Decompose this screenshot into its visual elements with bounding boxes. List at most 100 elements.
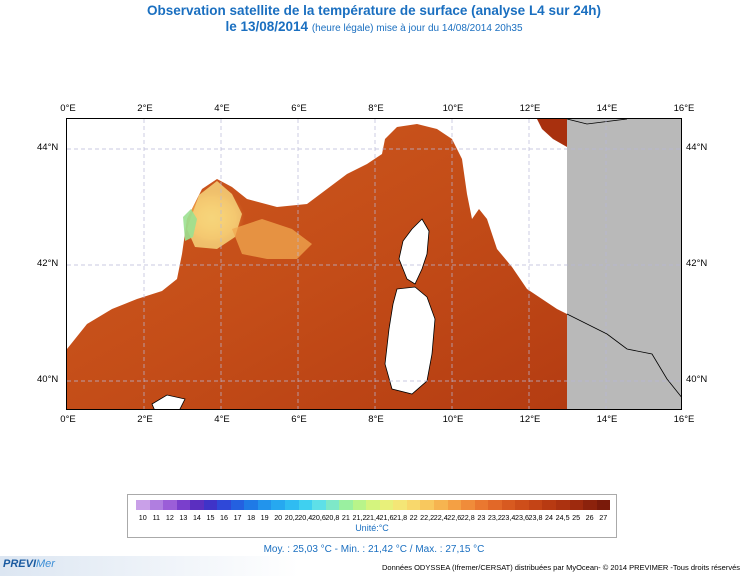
longitude-label: 8°E: [368, 103, 384, 114]
colorbar-swatch: [434, 500, 448, 510]
observation-date: le 13/08/2014: [225, 19, 309, 34]
credits-text: Données ODYSSEA (Ifremer/CERSAT) distrib…: [381, 563, 740, 572]
colorbar-swatch: [312, 500, 326, 510]
longitude-label: 12°E: [519, 414, 541, 425]
colorbar-swatch: [420, 500, 435, 510]
latitude-label: 44°N: [37, 142, 59, 153]
colorbar-swatch: [190, 500, 204, 510]
colorbar-tick-label: 22,4: [433, 513, 448, 522]
corsica-island: [398, 218, 430, 285]
colorbar-swatch: [203, 500, 218, 510]
colorbar-swatch: [528, 500, 543, 510]
colorbar-tick-label: 13: [179, 513, 188, 522]
footer-band: [0, 556, 748, 576]
colorbar-swatch: [447, 500, 462, 510]
colorbar-swatch: [366, 500, 380, 510]
colorbar-tick-label: 25: [572, 513, 581, 522]
longitude-label: 2°E: [137, 103, 153, 114]
colorbar-tick-label: 20,2: [284, 513, 299, 522]
colorbar-swatch: [149, 500, 164, 510]
longitude-label: 4°E: [214, 414, 230, 425]
colorbar-tick-label: 20,4: [298, 513, 313, 522]
colorbar-tick-label: 16: [220, 513, 229, 522]
longitude-label: 8°E: [368, 414, 384, 425]
sea-surface: [67, 124, 567, 409]
latitude-label: 42°N: [37, 258, 59, 269]
colorbar-tick-label: 22,8: [460, 513, 475, 522]
colorbar-swatch: [298, 500, 313, 510]
colorbar: [136, 500, 611, 510]
colorbar-swatch: [352, 500, 367, 510]
map-title: Observation satellite de la température …: [147, 3, 601, 18]
colorbar-tick-label: 21,2: [352, 513, 367, 522]
colorbar-swatch: [393, 500, 407, 510]
map-subtitle: le 13/08/2014 (heure légale) mise à jour…: [0, 19, 748, 34]
longitude-label: 6°E: [291, 414, 307, 425]
longitude-label: 16°E: [673, 103, 695, 114]
logo-suffix: Mer: [36, 558, 55, 570]
longitude-label: 2°E: [137, 414, 153, 425]
no-data-region: [567, 119, 681, 409]
colorbar-tick-label: 11: [152, 513, 161, 522]
colorbar-swatch: [555, 500, 570, 510]
colorbar-swatch: [379, 500, 394, 510]
temperature-legend: 10 11 12 13 14 15 16 17 18 19 20 20,2 20,4 20,6 20,8 21…: [127, 494, 617, 538]
colorbar-tick-label: 23,8: [528, 513, 543, 522]
update-info: (heure légale) mise à jour du 14/08/2014…: [311, 23, 523, 34]
longitude-label: 4°E: [214, 103, 230, 114]
sardinia-island: [384, 286, 436, 395]
colorbar-swatch: [257, 500, 272, 510]
colorbar-swatch: [542, 500, 556, 510]
colorbar-tick-label: 23,2: [487, 513, 502, 522]
colorbar-swatch: [461, 500, 475, 510]
colorbar-tick-label: 20,8: [325, 513, 340, 522]
latitude-label: 40°N: [37, 374, 59, 385]
longitude-label: 14°E: [596, 103, 618, 114]
colorbar-swatch: [339, 500, 353, 510]
colorbar-swatch: [583, 500, 597, 510]
colorbar-swatch: [271, 500, 286, 510]
graticule: [67, 119, 681, 409]
longitude-label: 12°E: [519, 103, 541, 114]
colorbar-tick-label: 15: [206, 513, 215, 522]
longitude-label: 14°E: [596, 414, 618, 425]
latitude-label: 42°N: [686, 258, 708, 269]
colorbar-tick-label: 21,6: [379, 513, 394, 522]
colorbar-tick-label: 23: [477, 513, 486, 522]
previmer-logo[interactable]: PREVIMer: [3, 558, 55, 570]
latitude-label: 44°N: [686, 142, 708, 153]
colorbar-tick-label: 23,4: [501, 513, 516, 522]
sst-map-canvas: [67, 119, 681, 409]
colorbar-swatch: [596, 500, 611, 510]
colorbar-tick-label: 20,6: [311, 513, 326, 522]
statistics-line: Moy. : 25,03 °C - Min. : 21,42 °C / Max.…: [263, 544, 485, 555]
colorbar-swatch: [163, 500, 177, 510]
latitude-label: 40°N: [686, 374, 708, 385]
longitude-label: 6°E: [291, 103, 307, 114]
colorbar-swatch: [285, 500, 299, 510]
longitude-label: 10°E: [442, 414, 464, 425]
colorbar-tick-label: 22,2: [420, 513, 435, 522]
colorbar-swatch: [488, 500, 502, 510]
colorbar-tick-label: 21: [341, 513, 350, 522]
colorbar-tick-label: 24: [545, 513, 554, 522]
colorbar-tick-label: 17: [233, 513, 242, 522]
colorbar-tick-label: 24,5: [555, 513, 570, 522]
colorbar-tick-label: 23,6: [514, 513, 529, 522]
colorbar-tick-label: 18: [247, 513, 256, 522]
colorbar-swatch: [136, 500, 150, 510]
longitude-label: 10°E: [442, 103, 464, 114]
colorbar-tick-label: 10: [138, 513, 147, 522]
colorbar-tick-label: 21,8: [393, 513, 408, 522]
longitude-label: 16°E: [673, 414, 695, 425]
colorbar-tick-label: 20: [274, 513, 283, 522]
longitude-label: 0°E: [60, 103, 76, 114]
colorbar-tick-label: 22: [409, 513, 418, 522]
colorbar-swatch: [406, 500, 421, 510]
colorbar-swatch: [176, 500, 191, 510]
unit-label: Unité:°C: [355, 523, 389, 533]
sst-map[interactable]: [66, 118, 682, 410]
colorbar-swatch: [325, 500, 340, 510]
logo-prefix: PREVI: [3, 558, 37, 570]
colorbar-swatch: [501, 500, 516, 510]
